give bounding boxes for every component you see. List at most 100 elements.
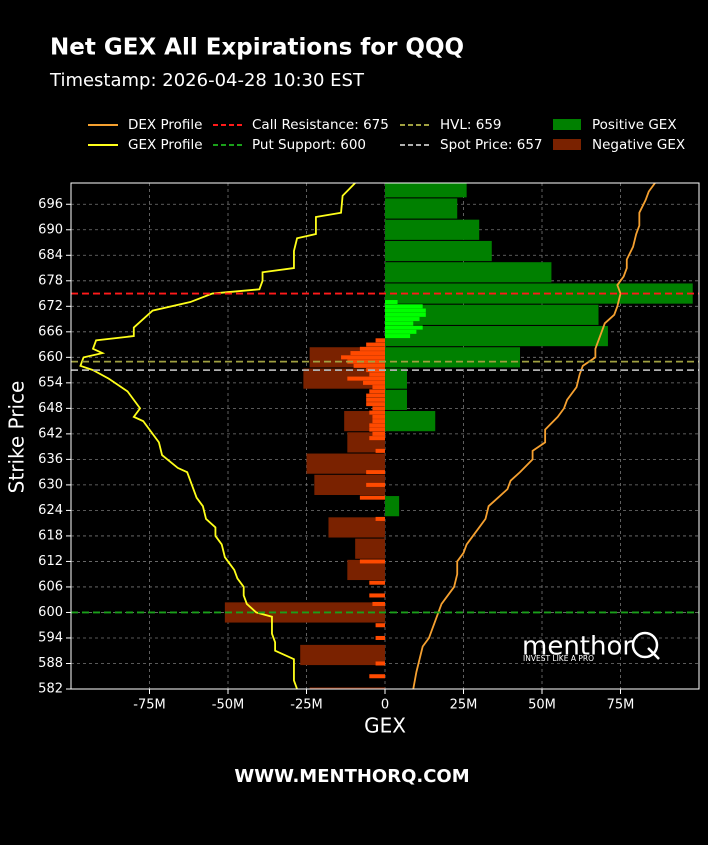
bar: [385, 325, 423, 330]
bar: [375, 338, 385, 343]
y-tick-label: 690: [38, 222, 63, 237]
bar: [385, 219, 480, 240]
legend-label: HVL: 659: [440, 117, 502, 133]
bar: [366, 482, 385, 487]
bar: [372, 431, 385, 436]
bar: [385, 411, 436, 432]
chart-title: Net GEX All Expirations for QQQ: [50, 35, 464, 61]
bar: [350, 351, 385, 356]
bar: [359, 559, 385, 564]
footer: WWW.MENTHORQ.COM: [234, 766, 469, 787]
y-tick-label: 588: [38, 656, 63, 671]
legend-label: Negative GEX: [592, 137, 685, 153]
bar: [359, 346, 385, 351]
bar: [366, 368, 385, 373]
bar: [372, 601, 385, 606]
bar: [369, 593, 385, 598]
y-tick-label: 600: [38, 605, 63, 620]
y-tick-label: 666: [38, 324, 63, 339]
logo-q-tail: [647, 647, 660, 660]
bar: [375, 623, 385, 628]
y-tick-label: 594: [38, 630, 63, 645]
bar: [369, 674, 385, 679]
legend-label: Spot Price: 657: [440, 137, 543, 153]
legend-label: Put Support: 600: [252, 137, 366, 153]
legend-label: DEX Profile: [128, 117, 202, 133]
bar: [385, 389, 407, 410]
bar: [385, 308, 426, 313]
bar: [375, 516, 385, 521]
bar: [385, 329, 417, 334]
bar: [366, 342, 385, 347]
bar: [347, 376, 385, 381]
bar: [300, 644, 385, 666]
legend-swatch: [553, 119, 581, 130]
y-tick-label: 582: [38, 682, 63, 697]
bar: [347, 359, 385, 364]
x-tick-label: 75M: [607, 698, 635, 713]
bar: [385, 321, 414, 326]
bar: [372, 385, 385, 390]
bar: [369, 372, 385, 377]
bar: [353, 363, 385, 368]
bar: [314, 474, 385, 495]
bar: [366, 402, 385, 407]
x-tick-label: 25M: [450, 698, 478, 713]
bar: [369, 389, 385, 394]
bar: [369, 410, 385, 415]
bar: [347, 559, 385, 581]
bar: [369, 427, 385, 432]
bar: [372, 419, 385, 424]
bar: [385, 325, 608, 347]
bar: [366, 393, 385, 398]
bar: [355, 538, 385, 559]
y-tick-label: 624: [38, 503, 63, 518]
y-tick-label: 630: [38, 477, 63, 492]
x-tick-label: 50M: [528, 698, 556, 713]
bar: [366, 470, 385, 475]
y-tick-label: 660: [38, 350, 63, 365]
y-tick-label: 636: [38, 452, 63, 467]
y-tick-label: 612: [38, 554, 63, 569]
x-axis-label: GEX: [364, 714, 406, 738]
bar: [366, 397, 385, 402]
bar: [385, 183, 467, 198]
y-tick-label: 696: [38, 197, 63, 212]
legend-label: GEX Profile: [128, 137, 203, 153]
bar: [385, 317, 420, 322]
y-tick-label: 678: [38, 273, 63, 288]
bar: [341, 355, 385, 360]
bar: [363, 380, 385, 385]
chart-subtitle: Timestamp: 2026-04-28 10:30 EST: [49, 70, 365, 91]
plot-area: [71, 183, 699, 689]
bar: [375, 661, 385, 666]
bar: [385, 368, 407, 389]
y-tick-label: 606: [38, 579, 63, 594]
y-axis-label: Strike Price: [5, 381, 29, 494]
y-tick-label: 648: [38, 401, 63, 416]
bar: [385, 304, 599, 325]
legend-label: Positive GEX: [592, 117, 677, 133]
bar: [385, 347, 521, 368]
bar: [385, 300, 398, 305]
bar: [385, 312, 426, 317]
bar: [385, 304, 423, 309]
watermark-tagline: INVEST LIKE A PRO: [523, 654, 594, 663]
bar: [306, 453, 385, 474]
bar: [369, 580, 385, 585]
bar: [328, 517, 385, 538]
y-tick-label: 618: [38, 528, 63, 543]
legend-swatch: [553, 139, 581, 150]
y-tick-label: 684: [38, 248, 63, 263]
watermark: menthor: [522, 632, 633, 662]
logo-q: [631, 631, 659, 659]
x-tick-label: -50M: [212, 698, 244, 713]
bar: [385, 262, 552, 283]
bar: [372, 414, 385, 419]
bar: [309, 687, 385, 689]
x-tick-label: 0: [381, 698, 389, 713]
bar: [359, 495, 385, 500]
legend-label: Call Resistance: 675: [252, 117, 389, 133]
bar: [385, 240, 492, 262]
